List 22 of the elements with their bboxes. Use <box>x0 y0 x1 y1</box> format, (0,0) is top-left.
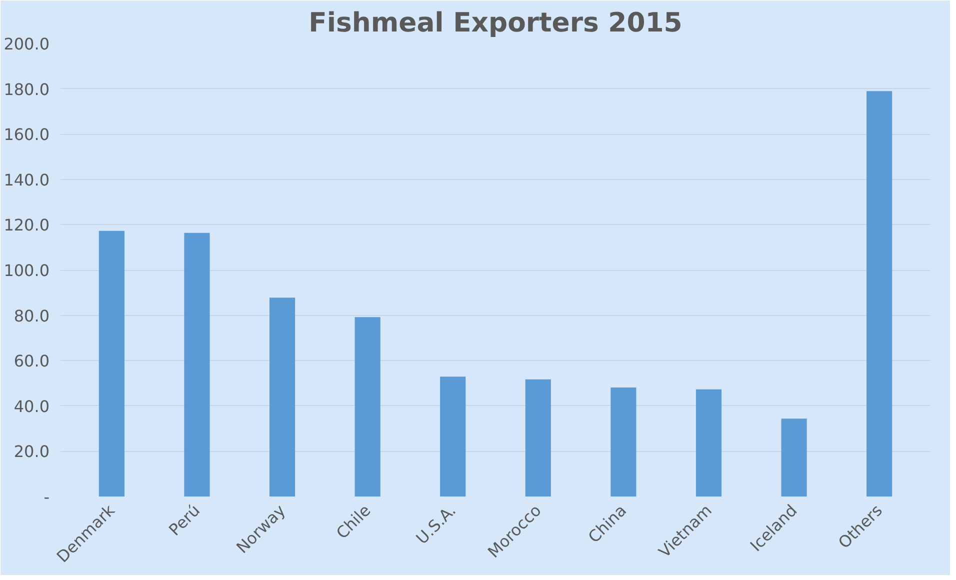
bar <box>440 376 466 496</box>
y-tick-label: 180.0 <box>4 80 50 99</box>
bar <box>354 317 380 496</box>
y-tick-label: 200.0 <box>4 34 50 54</box>
bar <box>525 379 551 496</box>
bar <box>696 389 722 496</box>
y-tick-label: 160.0 <box>4 125 50 144</box>
y-tick-label: 80.0 <box>14 306 50 326</box>
bar <box>184 232 210 496</box>
bar <box>781 418 807 496</box>
y-tick-label: 120.0 <box>4 216 50 235</box>
y-tick-label: 60.0 <box>14 352 50 371</box>
y-tick-label: 20.0 <box>14 442 50 462</box>
bar <box>866 91 892 496</box>
bar <box>98 230 124 496</box>
bar <box>610 388 636 496</box>
y-tick-label: 100.0 <box>4 261 50 280</box>
chart-title: Fishmeal Exporters 2015 <box>308 8 682 38</box>
bar <box>269 298 296 496</box>
y-tick-label: 40.0 <box>14 396 50 416</box>
y-tick-label: 140.0 <box>4 170 50 190</box>
y-tick-label: - <box>44 488 50 506</box>
